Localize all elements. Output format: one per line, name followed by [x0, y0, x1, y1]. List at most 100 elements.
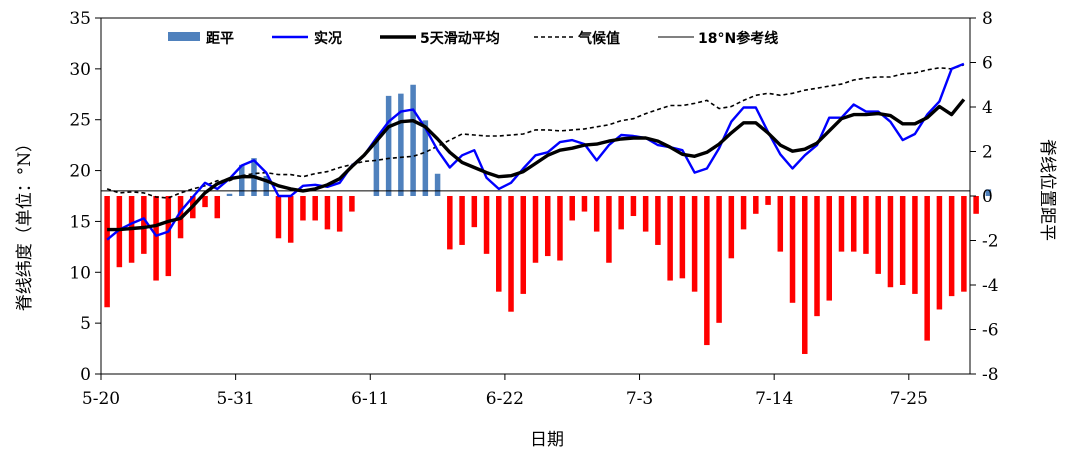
anomaly-bar — [508, 196, 514, 312]
anomaly-bar — [398, 93, 404, 196]
anomaly-bar — [287, 196, 294, 243]
y-axis-left-label: 脊线纬度（单位：°N） — [15, 135, 35, 311]
series-lines — [101, 62, 970, 241]
y-left-tick-label: 5 — [80, 314, 91, 334]
anomaly-bar — [642, 196, 649, 232]
anomaly-bar — [973, 196, 979, 214]
anomaly-bar — [312, 196, 318, 221]
anomaly-bar — [814, 196, 820, 317]
anomaly-bar — [789, 196, 796, 303]
y-left-tick-label: 15 — [69, 212, 91, 232]
anomaly-bar — [777, 196, 784, 252]
anomaly-bar — [214, 196, 221, 219]
anomaly-bar — [691, 196, 698, 292]
anomaly-bar — [336, 196, 343, 232]
x-tick-label: 6-22 — [486, 389, 524, 409]
anomaly-bar — [544, 196, 551, 257]
anomaly-bar — [875, 196, 881, 274]
anomaly-bar — [936, 196, 943, 310]
legend: 距平 实况 5天滑动平均 气候值 18°N参考线 — [168, 30, 778, 47]
anomaly-bar — [899, 196, 906, 285]
anomaly-bar — [104, 196, 110, 308]
anomaly-bar — [275, 196, 282, 239]
anomaly-bar — [569, 196, 575, 221]
anomaly-bar — [802, 196, 808, 354]
y-right-tick-label: -8 — [982, 365, 999, 385]
y-right-tick-label: -2 — [982, 232, 999, 252]
anomaly-bar — [300, 196, 306, 221]
anomaly-bar — [655, 196, 661, 245]
anomaly-bar — [704, 196, 710, 346]
observed-line — [106, 62, 965, 241]
legend-observed-label: 实况 — [314, 30, 342, 47]
y-right-tick-label: 6 — [982, 54, 993, 74]
anomaly-bar — [740, 196, 747, 230]
x-tick-label: 6-11 — [351, 389, 389, 409]
y-left-tick-label: 35 — [69, 9, 91, 29]
anomaly-bar — [373, 140, 380, 196]
anomaly-bar — [887, 196, 894, 288]
y-left-tick-label: 10 — [69, 263, 91, 283]
anomaly-bar — [924, 196, 930, 341]
left-axis-ticks: 0 5 10 15 20 25 30 35 — [69, 9, 101, 385]
y-left-tick-label: 25 — [69, 111, 91, 131]
anomaly-bar — [606, 196, 612, 263]
anomaly-bar — [349, 196, 355, 212]
anomaly-bar — [948, 196, 955, 297]
y-right-tick-label: 8 — [982, 9, 993, 29]
y-left-tick-label: 30 — [69, 60, 91, 80]
anomaly-bar — [226, 193, 233, 196]
anomaly-bar — [202, 196, 208, 208]
y-right-tick-label: 0 — [982, 187, 993, 207]
right-axis-ticks: -8 -6 -4 -2 0 2 4 6 8 — [970, 9, 999, 385]
anomaly-bar — [263, 175, 269, 196]
anomaly-bar — [863, 196, 869, 254]
y-right-tick-label: -4 — [982, 276, 999, 296]
anomaly-bar — [765, 196, 771, 205]
x-tick-label: 5-20 — [82, 389, 120, 409]
x-axis-label: 日期 — [530, 430, 564, 450]
anomaly-bar — [532, 196, 539, 263]
y-right-tick-label: 4 — [982, 98, 993, 118]
anomaly-bar — [422, 120, 429, 196]
anomaly-bar — [459, 196, 465, 245]
legend-smooth-label: 5天滑动平均 — [420, 30, 500, 47]
y-left-tick-label: 0 — [80, 365, 91, 385]
anomaly-bar — [985, 189, 992, 196]
anomaly-bar — [471, 196, 478, 228]
smooth-line — [107, 98, 966, 232]
anomaly-bar — [838, 196, 845, 252]
anomaly-bar — [679, 196, 686, 279]
y-left-tick-label: 20 — [69, 162, 91, 182]
anomaly-bar — [153, 196, 159, 281]
anomaly-bar — [385, 95, 392, 196]
climate-line — [106, 64, 965, 199]
legend-anomaly-swatch — [168, 32, 200, 41]
anomaly-bar — [557, 196, 563, 261]
anomaly-bar — [447, 196, 453, 250]
anomaly-bar — [434, 173, 441, 196]
anomaly-bar — [483, 196, 490, 254]
y-right-tick-label: -6 — [982, 321, 999, 341]
anomaly-bar — [716, 196, 722, 323]
anomaly-bar — [630, 196, 637, 217]
anomaly-bar — [581, 196, 588, 212]
anomaly-bars — [104, 84, 992, 354]
legend-climate-label: 气候值 — [577, 30, 620, 47]
y-axis-right-label: 脊线位置距平 — [1037, 139, 1057, 241]
anomaly-bar — [496, 196, 502, 292]
legend-anomaly-label: 距平 — [206, 31, 234, 47]
anomaly-bar — [728, 196, 735, 259]
anomaly-bar — [165, 196, 172, 277]
x-tick-label: 7-14 — [755, 389, 793, 409]
anomaly-bar — [850, 196, 857, 252]
y-right-tick-label: 2 — [982, 143, 993, 163]
anomaly-bar — [238, 164, 245, 196]
x-tick-label: 5-31 — [217, 389, 255, 409]
anomaly-bar — [410, 84, 416, 196]
anomaly-bar — [618, 196, 624, 230]
x-tick-label: 7-25 — [890, 389, 928, 409]
anomaly-bar — [753, 196, 759, 214]
anomaly-bar — [667, 196, 673, 281]
